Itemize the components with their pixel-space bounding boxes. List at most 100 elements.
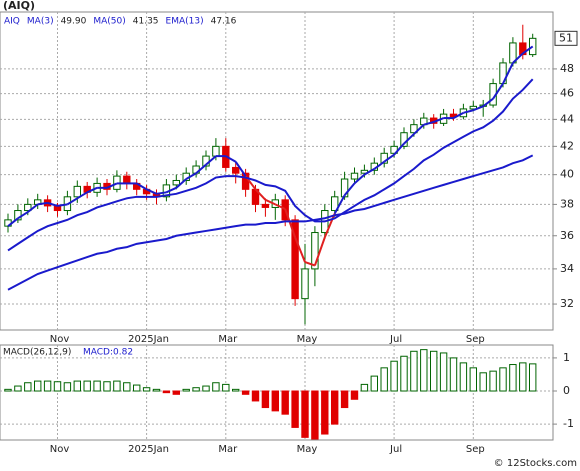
ma-line-segment <box>512 52 524 64</box>
price-panel <box>0 11 554 331</box>
ma-line-segment <box>254 188 267 201</box>
y-tick-label: 46 <box>560 87 574 100</box>
macd-bar <box>360 383 369 392</box>
ma-line-segment <box>433 117 444 123</box>
macd-bar <box>331 390 339 425</box>
legend-text: 49.90 <box>61 17 87 27</box>
x-tick-label: Mar <box>218 334 238 345</box>
macd-bar <box>340 390 349 409</box>
macd-bar <box>261 390 270 409</box>
last-price-label: 51 <box>559 31 573 44</box>
ma-line-segment <box>482 97 494 108</box>
candle-body <box>380 152 388 164</box>
macd-bar <box>430 350 438 392</box>
x-tick-label: 2025Jan <box>128 334 169 345</box>
x-tick-label: May <box>297 334 318 345</box>
ma-line-segment <box>393 142 405 156</box>
y-tick-label: 32 <box>560 297 574 310</box>
candle-body <box>73 185 81 198</box>
macd-bar <box>232 388 240 392</box>
ma-line-segment <box>106 182 118 189</box>
y-tick-label: 40 <box>560 168 574 181</box>
candle-body <box>331 196 339 212</box>
ma-line <box>7 78 534 252</box>
candle-body <box>172 179 181 186</box>
macd-bar <box>93 380 101 392</box>
macd-bar <box>271 390 280 412</box>
ma-line-segment <box>304 261 316 267</box>
y-tick-label: 34 <box>560 262 574 275</box>
macd-bar <box>53 381 62 392</box>
legend-text: 47.16 <box>211 17 237 27</box>
ma-line-segment <box>472 105 484 112</box>
macd-bar <box>380 367 388 392</box>
macd-bar <box>63 382 72 392</box>
macd-bar <box>34 380 42 392</box>
ma-line-segment <box>86 186 98 194</box>
macd-bar <box>24 382 32 392</box>
x-tick-label: Sep <box>466 444 485 455</box>
ma-line-segment <box>185 172 197 180</box>
candle-body <box>291 219 299 300</box>
macd-bar <box>192 387 200 392</box>
ma-line-segment <box>37 201 48 206</box>
macd-title: MACD(26,12,9) <box>3 348 71 358</box>
ma-line-segment <box>363 168 375 176</box>
ma-line-segment <box>66 197 78 206</box>
x-tick-label: May <box>297 444 318 455</box>
macd-bar <box>142 387 151 392</box>
macd-bar <box>529 363 537 392</box>
last-price-tag <box>554 30 578 46</box>
macd-bar <box>420 349 428 392</box>
macd-bar <box>14 385 22 392</box>
ma-line-segment <box>294 236 306 263</box>
y-tick-label: 0 <box>563 384 570 397</box>
macd-bar <box>291 390 299 428</box>
y-tick-label: -1 <box>563 417 574 430</box>
chart-title: (AIQ) <box>3 0 35 12</box>
macd-bar <box>509 364 517 392</box>
ma-line-segment <box>423 121 434 126</box>
x-tick-label: Sep <box>466 334 485 345</box>
ma-line-segment <box>492 83 504 100</box>
legend-text: 41.35 <box>133 17 159 27</box>
ma-line-segment <box>453 111 464 119</box>
y-tick-label: 36 <box>560 229 574 242</box>
ma-line-segment <box>343 182 356 196</box>
macd-bar <box>469 367 478 392</box>
ma-line-segment <box>264 198 276 206</box>
macd-bar <box>519 362 527 392</box>
macd-bar <box>162 390 171 394</box>
macd-bar <box>410 350 418 392</box>
macd-bar <box>281 390 289 415</box>
ma-line-segment <box>373 160 385 170</box>
macd-bar <box>499 367 507 392</box>
ma-line-segment <box>195 163 207 174</box>
ma-line-segment <box>313 237 326 266</box>
macd-bar <box>311 390 319 440</box>
x-tick-label: 2025Jan <box>128 444 169 455</box>
macd-bar <box>241 390 250 395</box>
ma-line-segment <box>323 213 336 238</box>
macd-bar <box>400 355 408 392</box>
ma-line-segment <box>284 208 297 238</box>
ma-line-segment <box>136 182 148 191</box>
ma-line-segment <box>156 191 167 195</box>
macd-annotation: MACD:0.82 <box>83 348 133 358</box>
candle-body <box>311 232 319 270</box>
candle-body <box>24 203 32 212</box>
macd-bar <box>350 390 359 400</box>
ma-line <box>7 154 534 291</box>
legend-text: AIQ <box>4 17 20 27</box>
ma-line-segment <box>403 133 415 145</box>
ma-line-segment <box>353 173 366 185</box>
ma-line-segment <box>463 109 474 114</box>
x-tick-label: Nov <box>50 444 70 455</box>
macd-bar <box>123 382 131 392</box>
candle-body <box>261 203 270 208</box>
ma-line-segment <box>225 155 237 163</box>
candle-body <box>232 166 240 174</box>
x-tick-label: Jul <box>389 334 402 345</box>
macd-bar <box>251 390 260 402</box>
